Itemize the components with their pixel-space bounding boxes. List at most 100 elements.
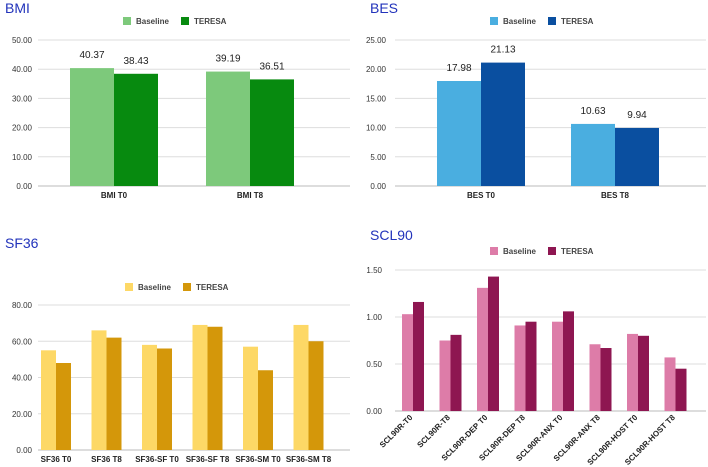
bar-teresa-0 bbox=[481, 62, 525, 186]
bar-baseline-1 bbox=[91, 330, 107, 450]
legend-label: Baseline bbox=[503, 247, 536, 256]
data-label: 38.43 bbox=[123, 56, 148, 67]
bar-baseline-2 bbox=[142, 344, 157, 450]
y-tick-label: 5.00 bbox=[370, 153, 386, 162]
data-label: 9.94 bbox=[627, 110, 647, 121]
data-label: 39.19 bbox=[215, 54, 240, 65]
bar-teresa-3 bbox=[525, 321, 537, 411]
category-label: BES T8 bbox=[601, 191, 630, 200]
chart-panel-1: BES Baseline TERESA 0.00 5.00 10.00 15.00 20.00… bbox=[366, 0, 706, 200]
bar-teresa-0 bbox=[56, 363, 71, 450]
category-label: SF36 T0 bbox=[41, 455, 72, 464]
bar-teresa-5 bbox=[308, 341, 324, 450]
bar-teresa-5 bbox=[600, 348, 612, 411]
legend-label: Baseline bbox=[138, 283, 171, 292]
category-label: SF36-SF T8 bbox=[186, 455, 230, 464]
bar-baseline-1 bbox=[439, 340, 451, 411]
legend-swatch-0 bbox=[125, 283, 133, 291]
category-label: BMI T8 bbox=[237, 191, 264, 200]
bar-baseline-0 bbox=[402, 314, 413, 411]
bar-baseline-3 bbox=[192, 324, 208, 450]
y-tick-label: 40.00 bbox=[12, 374, 33, 383]
legend-label: TERESA bbox=[196, 283, 229, 292]
chart-title: BMI bbox=[5, 0, 30, 16]
y-tick-label: 0.00 bbox=[16, 446, 32, 455]
legend-label: TERESA bbox=[561, 17, 594, 26]
category-label: SF36 T8 bbox=[91, 455, 122, 464]
data-label: 21.13 bbox=[490, 45, 515, 56]
bar-teresa-2 bbox=[488, 276, 499, 411]
bar-baseline-4 bbox=[552, 321, 563, 411]
bar-baseline-5 bbox=[293, 324, 309, 450]
bar-teresa-4 bbox=[258, 370, 273, 450]
data-label: 40.37 bbox=[79, 50, 104, 61]
chart-title: SF36 bbox=[5, 235, 39, 251]
y-tick-label: 30.00 bbox=[12, 94, 33, 103]
bar-baseline-1 bbox=[571, 123, 615, 186]
legend-swatch-1 bbox=[183, 283, 191, 291]
bar-baseline-2 bbox=[477, 287, 488, 411]
y-tick-label: 25.00 bbox=[366, 36, 387, 45]
bar-teresa-1 bbox=[250, 79, 294, 186]
bar-baseline-0 bbox=[70, 68, 114, 186]
bar-teresa-0 bbox=[114, 73, 158, 186]
y-tick-label: 40.00 bbox=[12, 65, 33, 74]
bar-teresa-1 bbox=[106, 337, 122, 450]
legend-label: Baseline bbox=[503, 17, 536, 26]
category-label: SF36-SM T8 bbox=[286, 455, 332, 464]
y-tick-label: 60.00 bbox=[12, 337, 33, 346]
y-tick-label: 0.00 bbox=[370, 182, 386, 191]
y-tick-label: 50.00 bbox=[12, 36, 33, 45]
legend-label: TERESA bbox=[194, 17, 227, 26]
category-label: SCL90R-T8 bbox=[415, 413, 452, 450]
y-tick-label: 20.00 bbox=[366, 65, 387, 74]
chart-panel-3: SCL90 Baseline TERESA 0.00 0.50 1.00 1.50 SCL90… bbox=[366, 227, 706, 467]
bar-teresa-3 bbox=[207, 326, 223, 450]
chart-panel-2: SF36 Baseline TERESA 0.00 20.00 40.00 60.00 80.… bbox=[5, 235, 350, 464]
category-label: BMI T0 bbox=[101, 191, 128, 200]
y-tick-label: 0.00 bbox=[366, 407, 382, 416]
category-label: SF36-SM T0 bbox=[235, 455, 281, 464]
bar-baseline-5 bbox=[589, 344, 601, 411]
y-tick-label: 10.00 bbox=[366, 124, 387, 133]
bar-baseline-1 bbox=[206, 71, 250, 186]
bar-teresa-1 bbox=[450, 334, 462, 411]
y-tick-label: 0.00 bbox=[16, 182, 32, 191]
y-tick-label: 20.00 bbox=[12, 124, 33, 133]
data-label: 36.51 bbox=[259, 61, 284, 72]
bar-teresa-7 bbox=[675, 368, 687, 411]
y-tick-label: 1.00 bbox=[366, 313, 382, 322]
bar-baseline-0 bbox=[41, 350, 56, 450]
chart-title: SCL90 bbox=[370, 227, 413, 243]
legend-swatch-1 bbox=[548, 247, 556, 255]
bar-baseline-4 bbox=[243, 346, 258, 450]
data-label: 17.98 bbox=[446, 63, 471, 74]
bar-baseline-0 bbox=[437, 80, 481, 186]
legend-swatch-1 bbox=[181, 17, 189, 25]
bar-teresa-4 bbox=[563, 311, 574, 411]
bar-teresa-1 bbox=[615, 127, 659, 186]
category-label: SF36-SF T0 bbox=[135, 455, 179, 464]
category-label: BES T0 bbox=[467, 191, 496, 200]
y-tick-label: 1.50 bbox=[366, 266, 382, 275]
category-label: SCL90R-T0 bbox=[378, 413, 415, 450]
bar-teresa-0 bbox=[413, 301, 424, 411]
bar-baseline-7 bbox=[664, 357, 676, 411]
bar-teresa-6 bbox=[638, 335, 649, 411]
bar-baseline-3 bbox=[514, 325, 526, 411]
legend-swatch-0 bbox=[490, 17, 498, 25]
chart-panel-0: BMI Baseline TERESA 0.00 10.00 20.00 30.00 40.0… bbox=[5, 0, 350, 200]
legend-swatch-0 bbox=[490, 247, 498, 255]
bar-teresa-2 bbox=[157, 348, 172, 450]
y-tick-label: 10.00 bbox=[12, 153, 33, 162]
chart-title: BES bbox=[370, 0, 398, 16]
legend-swatch-0 bbox=[123, 17, 131, 25]
data-label: 10.63 bbox=[580, 106, 605, 117]
legend-swatch-1 bbox=[548, 17, 556, 25]
y-tick-label: 0.50 bbox=[366, 360, 382, 369]
legend-label: TERESA bbox=[561, 247, 594, 256]
bar-baseline-6 bbox=[627, 333, 638, 411]
y-tick-label: 80.00 bbox=[12, 301, 33, 310]
y-tick-label: 20.00 bbox=[12, 410, 33, 419]
